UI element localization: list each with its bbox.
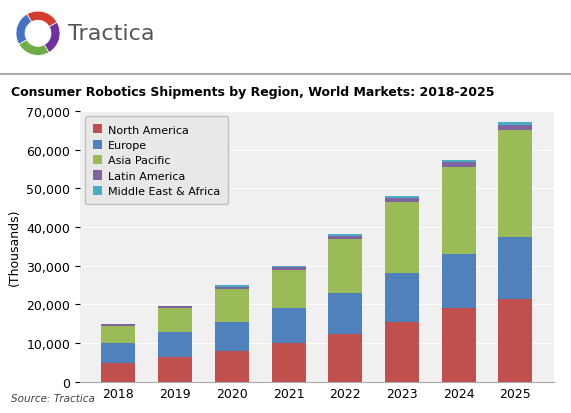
Text: Consumer Robotics Shipments by Region, World Markets: 2018-2025: Consumer Robotics Shipments by Region, W… xyxy=(11,85,495,98)
Bar xyxy=(328,236,362,239)
Bar xyxy=(498,123,532,126)
Bar xyxy=(102,326,135,343)
Bar xyxy=(441,168,476,254)
Wedge shape xyxy=(45,23,60,53)
Bar xyxy=(385,199,419,202)
Text: Tractica: Tractica xyxy=(68,24,155,44)
Bar xyxy=(215,286,249,287)
Text: Source: Tractica: Source: Tractica xyxy=(11,393,95,403)
Bar xyxy=(158,357,192,382)
Bar xyxy=(102,343,135,363)
Bar xyxy=(272,309,305,343)
Bar xyxy=(102,363,135,382)
Bar xyxy=(328,239,362,293)
Bar xyxy=(385,274,419,322)
Bar xyxy=(385,202,419,274)
Bar xyxy=(498,299,532,382)
Bar xyxy=(441,163,476,168)
Bar xyxy=(328,334,362,382)
Bar xyxy=(102,325,135,326)
Legend: North America, Europe, Asia Pacific, Latin America, Middle East & Africa: North America, Europe, Asia Pacific, Lat… xyxy=(86,117,228,204)
Bar xyxy=(328,293,362,334)
Bar xyxy=(498,237,532,299)
Bar xyxy=(158,309,192,332)
Bar xyxy=(441,161,476,163)
Wedge shape xyxy=(27,12,57,28)
Bar xyxy=(272,343,305,382)
Bar xyxy=(385,322,419,382)
Bar xyxy=(272,266,305,267)
Bar xyxy=(441,254,476,309)
Wedge shape xyxy=(19,41,49,56)
Bar xyxy=(215,351,249,382)
Bar xyxy=(215,287,249,289)
Bar xyxy=(272,270,305,309)
Bar xyxy=(385,197,419,199)
Bar xyxy=(215,289,249,322)
Wedge shape xyxy=(16,15,31,45)
Bar xyxy=(158,332,192,357)
Bar xyxy=(498,131,532,237)
Bar xyxy=(441,309,476,382)
Bar xyxy=(158,306,192,307)
Bar xyxy=(158,307,192,309)
Bar xyxy=(498,126,532,131)
Y-axis label: (Thousands): (Thousands) xyxy=(7,208,21,285)
Bar xyxy=(215,322,249,351)
Bar xyxy=(328,235,362,236)
Bar xyxy=(272,267,305,270)
